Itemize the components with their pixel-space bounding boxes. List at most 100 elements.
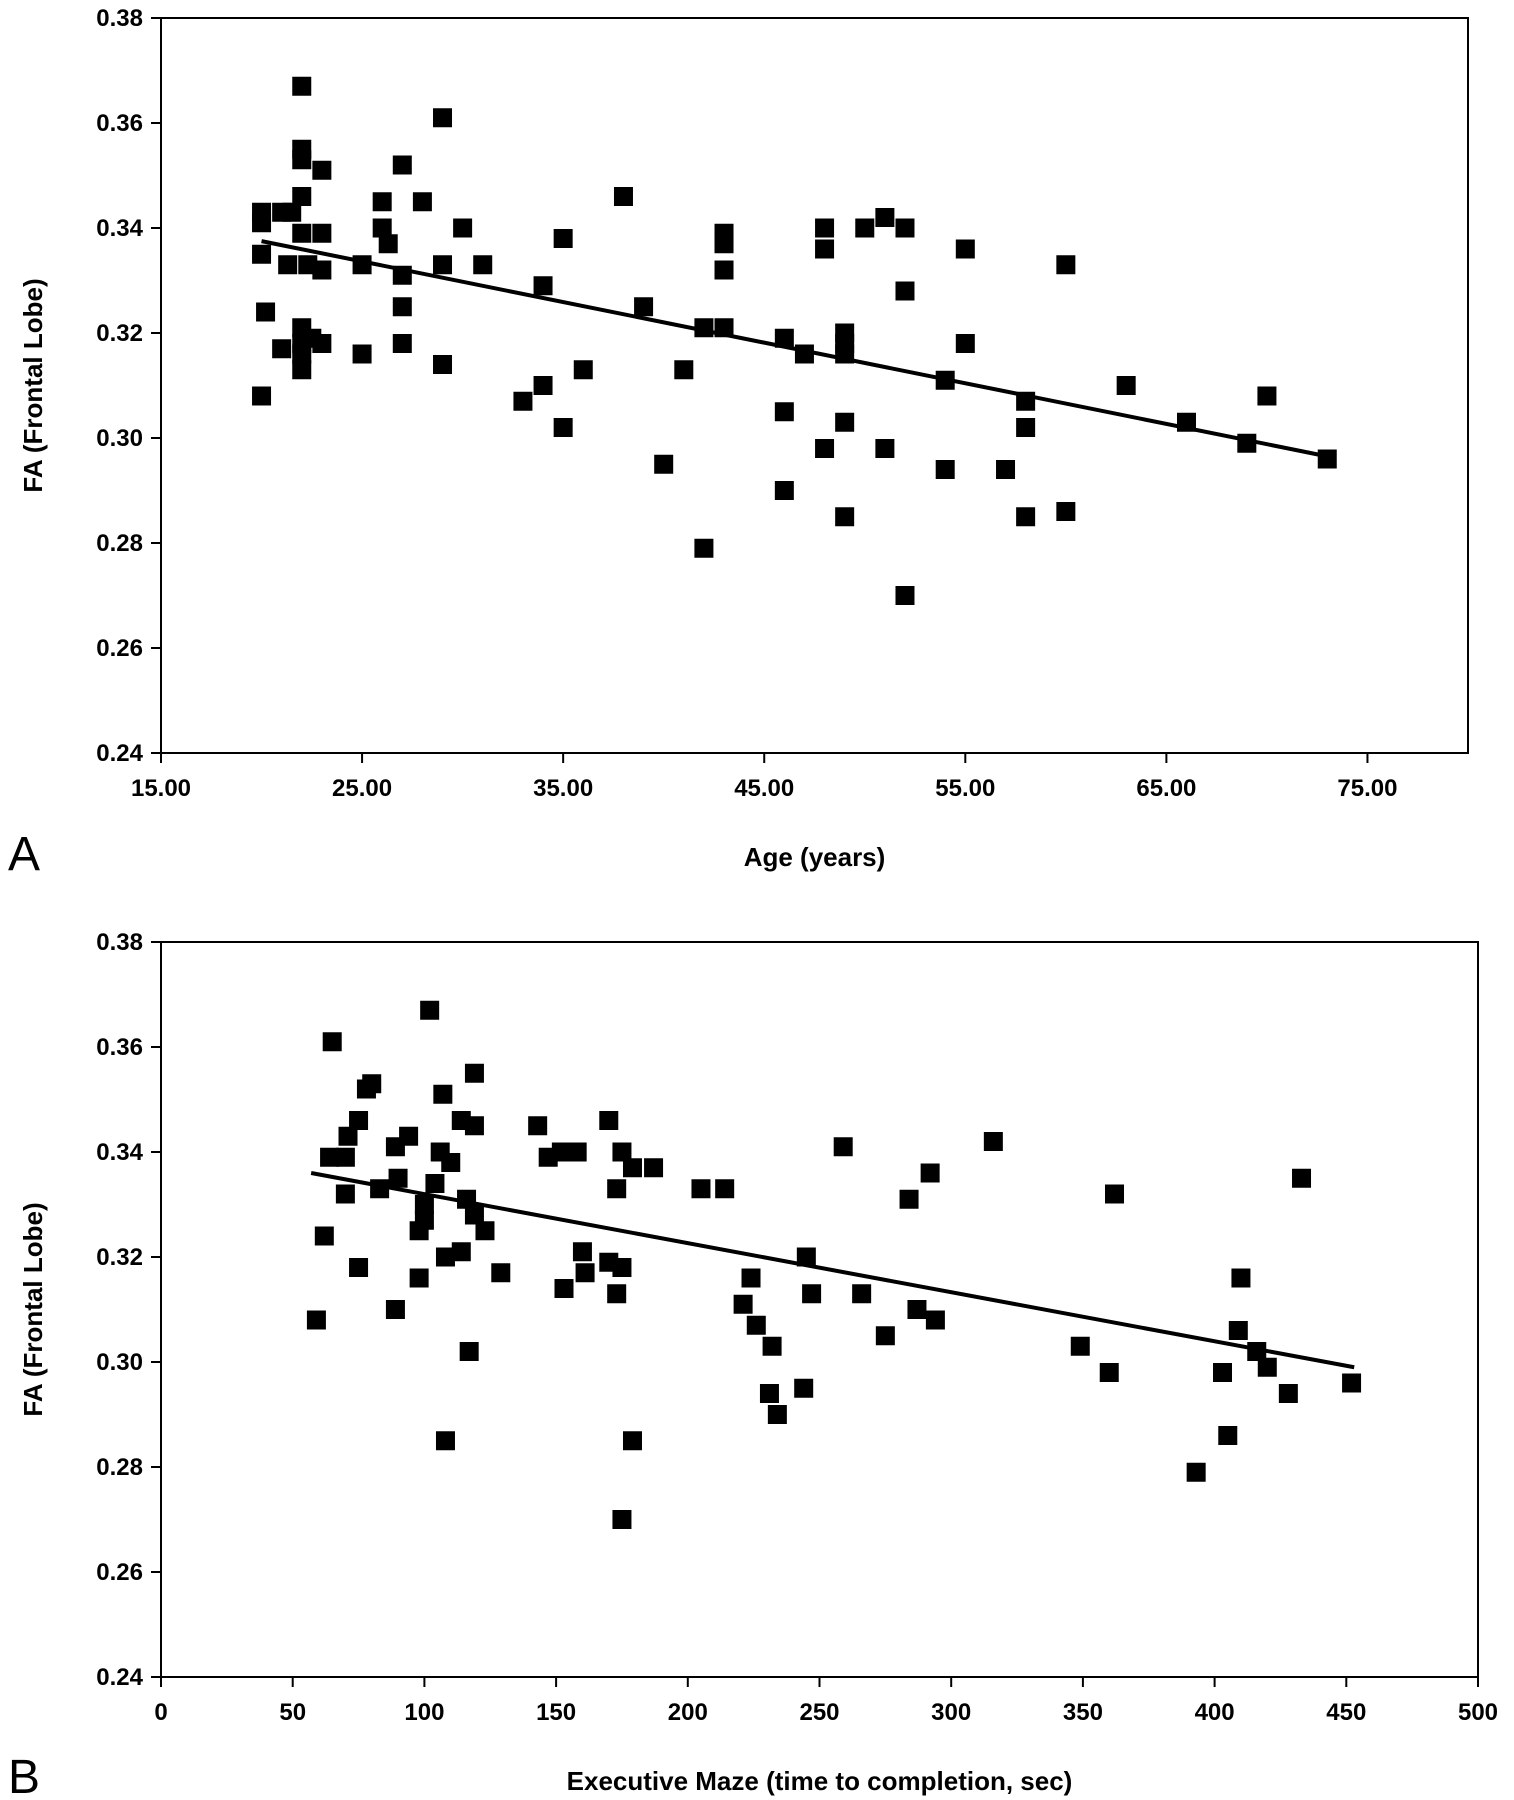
data-point	[349, 1258, 369, 1277]
data-point	[774, 481, 794, 500]
data-point	[338, 1126, 358, 1146]
x-tick-label: 55.00	[935, 775, 995, 802]
data-point	[433, 355, 453, 374]
x-tick-label: 150	[536, 1699, 576, 1726]
y-tick-label: 0.30	[96, 425, 143, 452]
data-point	[895, 281, 915, 301]
y-axis-label: FA (Frontal Lobe)	[18, 278, 48, 492]
x-tick-label: 200	[668, 1699, 708, 1726]
data-point	[464, 1063, 484, 1083]
data-point	[292, 360, 312, 380]
data-point	[282, 202, 302, 222]
data-point	[292, 76, 312, 96]
y-axis-label: FA (Frontal Lobe)	[18, 1202, 48, 1416]
x-tick-label: 45.00	[734, 775, 794, 802]
data-point	[459, 1342, 479, 1361]
data-point	[414, 1195, 434, 1214]
data-point	[314, 1226, 334, 1246]
data-point	[1016, 418, 1036, 437]
data-point	[292, 344, 312, 364]
x-tick-label: 500	[1458, 1699, 1498, 1726]
data-point	[372, 192, 392, 212]
data-point	[533, 276, 553, 296]
data-point	[815, 239, 835, 259]
data-point	[612, 1258, 632, 1277]
data-point	[252, 386, 272, 406]
data-point	[335, 1184, 355, 1204]
data-point	[475, 1221, 495, 1241]
data-point	[392, 334, 412, 353]
y-tick-label: 0.32	[96, 320, 143, 347]
data-point	[1056, 255, 1076, 275]
data-point	[292, 150, 312, 170]
data-point	[551, 1142, 571, 1162]
data-point	[412, 192, 432, 212]
y-tick-label: 0.26	[96, 635, 143, 662]
x-tick-label: 400	[1195, 1699, 1235, 1726]
data-point	[575, 1263, 595, 1283]
data-point	[554, 1279, 574, 1298]
data-point	[835, 412, 855, 432]
data-point	[694, 538, 714, 558]
data-point	[312, 260, 332, 280]
x-tick-label: 25.00	[332, 775, 392, 802]
x-tick-label: 300	[931, 1699, 971, 1726]
data-point	[1342, 1373, 1362, 1393]
data-point	[473, 255, 493, 275]
x-tick-label: 35.00	[533, 775, 593, 802]
data-point	[855, 218, 875, 238]
data-point	[378, 234, 398, 254]
data-point	[691, 1179, 711, 1199]
data-point	[833, 1137, 853, 1157]
data-point	[852, 1284, 872, 1304]
data-point	[1016, 507, 1036, 527]
y-tick-label: 0.32	[96, 1244, 143, 1271]
data-point	[362, 1074, 382, 1094]
x-tick-label: 65.00	[1136, 775, 1196, 802]
data-point	[306, 1310, 326, 1330]
data-point	[612, 1510, 632, 1529]
data-point	[875, 208, 895, 227]
data-point	[955, 334, 975, 353]
data-point	[335, 1147, 355, 1167]
data-point	[441, 1153, 461, 1172]
data-point	[1099, 1363, 1119, 1382]
panel-letter: B	[8, 1751, 40, 1800]
data-point	[252, 244, 272, 264]
data-point	[399, 1126, 419, 1146]
data-point	[794, 1378, 814, 1398]
data-point	[414, 1210, 434, 1230]
data-point	[435, 1247, 455, 1267]
data-point	[352, 344, 372, 364]
data-point	[312, 160, 332, 180]
data-point	[1228, 1321, 1248, 1340]
x-tick-label: 450	[1326, 1699, 1366, 1726]
data-point	[553, 418, 573, 437]
data-point	[767, 1405, 787, 1424]
data-point	[1070, 1336, 1090, 1356]
data-point	[815, 218, 835, 238]
x-tick-label: 50	[279, 1699, 306, 1726]
y-tick-label: 0.36	[96, 1034, 143, 1061]
data-point	[622, 1158, 642, 1178]
data-point	[746, 1315, 766, 1335]
data-point	[1257, 1357, 1277, 1377]
data-point	[715, 1179, 735, 1199]
data-point	[1292, 1168, 1312, 1188]
trend-line	[261, 239, 1328, 459]
data-point	[654, 454, 674, 474]
panel-a-scatter-plot: 0.24 0.26 0.28 0.30 0.32 0.34 0.36 0.38 15.00 25.…	[8, 5, 1469, 881]
panel-b-scatter-plot: 0.24 0.26 0.28 0.30 0.32 0.34 0.36 0.38 0 50 100 15…	[8, 929, 1498, 1800]
data-point	[759, 1384, 779, 1403]
y-tick-label: 0.38	[96, 929, 143, 956]
data-point	[674, 360, 694, 380]
data-point	[733, 1294, 753, 1314]
data-point	[372, 218, 392, 238]
x-tick-label: 100	[404, 1699, 444, 1726]
data-point	[955, 239, 975, 259]
data-point	[433, 255, 453, 275]
y-tick-label: 0.34	[96, 215, 143, 242]
data-point	[278, 255, 298, 275]
x-tick-label: 350	[1063, 1699, 1103, 1726]
data-point	[1056, 502, 1076, 521]
